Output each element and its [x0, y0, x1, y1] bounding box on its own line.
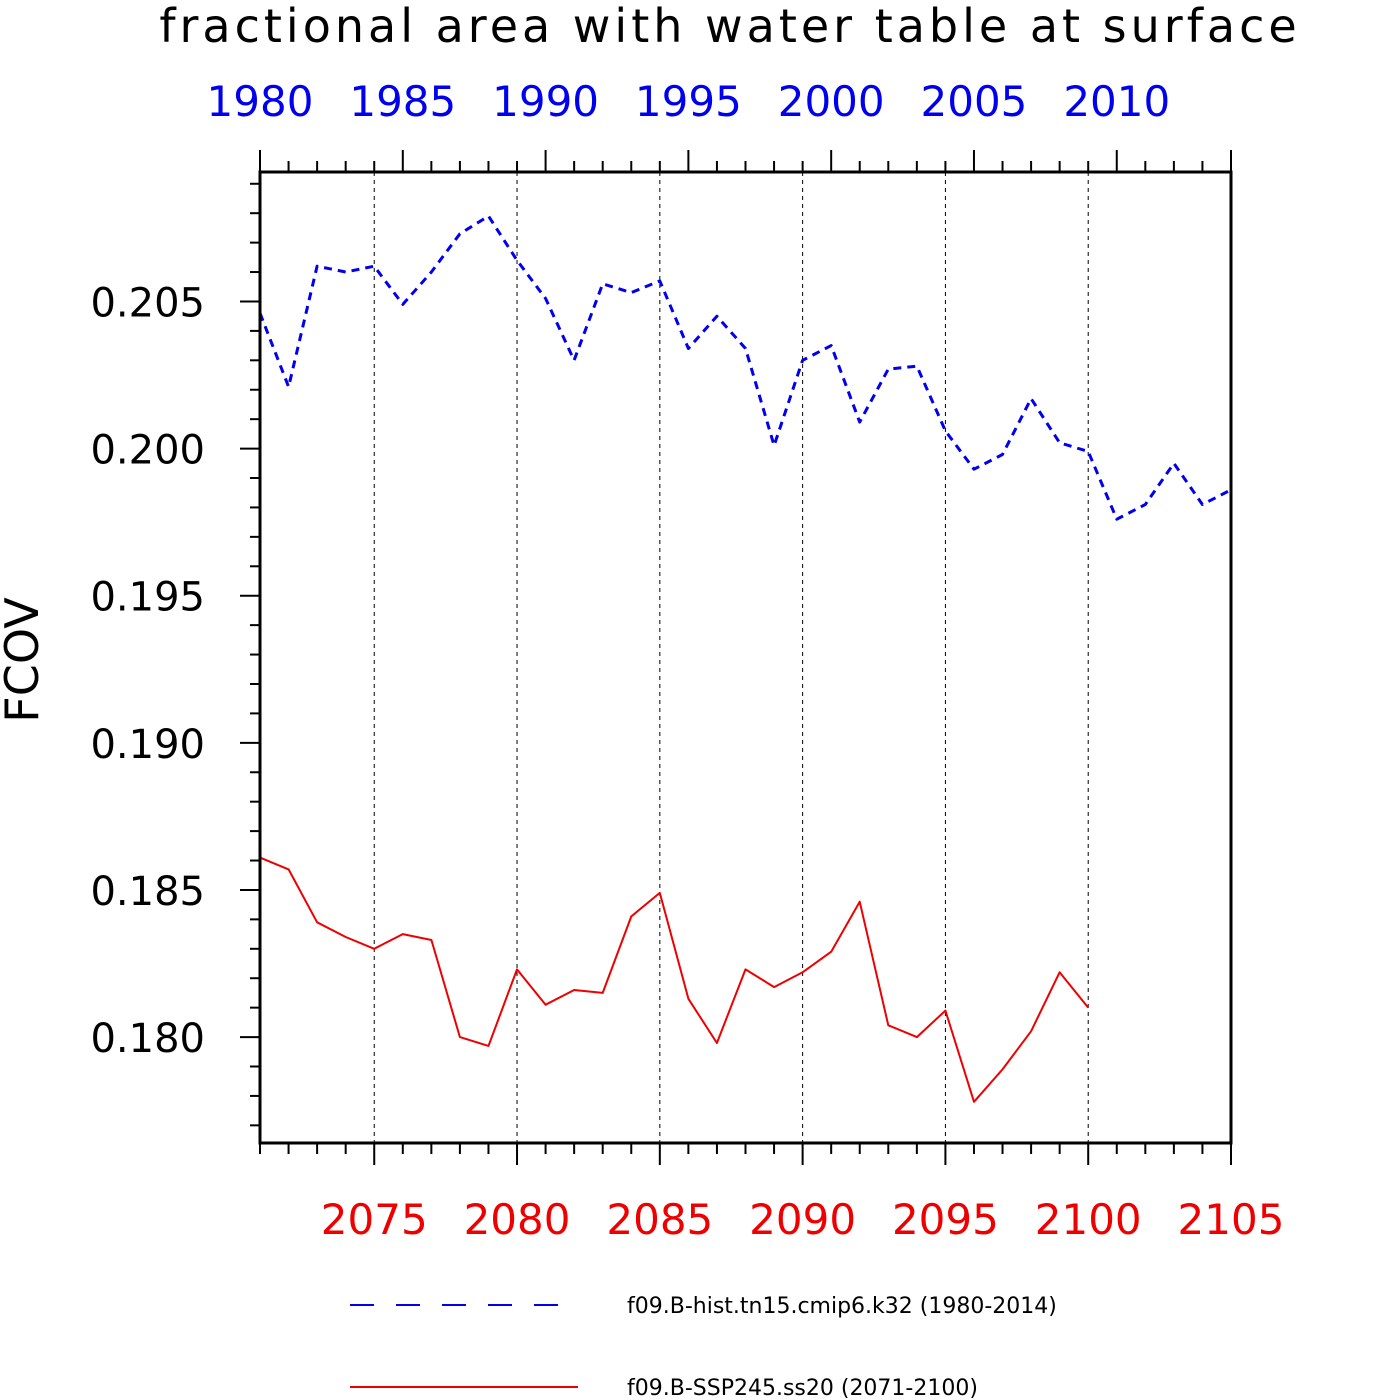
bottom-tick-label: 2075	[321, 1195, 428, 1244]
top-tick-label: 1995	[635, 77, 742, 126]
legend-entry-label: f09.B-SSP245.ss20 (2071-2100)	[627, 1376, 978, 1400]
grid-lines	[373, 172, 1089, 1143]
legend: f09.B-hist.tn15.cmip6.k32 (1980-2014) f09…	[350, 1294, 1057, 1400]
bottom-tick-label: 2080	[464, 1195, 571, 1244]
y-tick-label: 0.180	[90, 1016, 205, 1062]
top-tick-label: 2005	[921, 77, 1028, 126]
series-lines	[258, 214, 1232, 1103]
series-ssp-line	[259, 856, 1089, 1103]
y-tick-label: 0.205	[90, 280, 205, 326]
y-tick-label: 0.185	[90, 869, 205, 915]
tick-labels: 0.180 0.185 0.190 0.195 0.200 0.205 1980 1985 19…	[90, 77, 1284, 1244]
top-tick-label: 1980	[207, 77, 314, 126]
y-tick-label: 0.190	[90, 722, 205, 768]
top-tick-label: 2000	[778, 77, 885, 126]
top-tick-label: 1985	[349, 77, 456, 126]
series-hist-line	[258, 214, 1232, 521]
bottom-tick-label: 2105	[1178, 1195, 1285, 1244]
bottom-tick-label: 2085	[606, 1195, 713, 1244]
bottom-tick-label: 2090	[749, 1195, 856, 1244]
bottom-tick-label: 2095	[892, 1195, 999, 1244]
y-tick-label: 0.200	[90, 428, 205, 474]
bottom-tick-label: 2100	[1035, 1195, 1142, 1244]
plot-frame	[258, 170, 1233, 1145]
chart-title: fractional area with water table at surf…	[159, 0, 1300, 53]
y-axis-label: FCOV	[0, 597, 49, 723]
top-tick-label: 2010	[1063, 77, 1170, 126]
top-tick-label: 1990	[492, 77, 599, 126]
legend-entry-label: f09.B-hist.tn15.cmip6.k32 (1980-2014)	[627, 1294, 1057, 1319]
y-tick-label: 0.195	[90, 575, 205, 621]
axis-ticks	[240, 150, 1232, 1165]
